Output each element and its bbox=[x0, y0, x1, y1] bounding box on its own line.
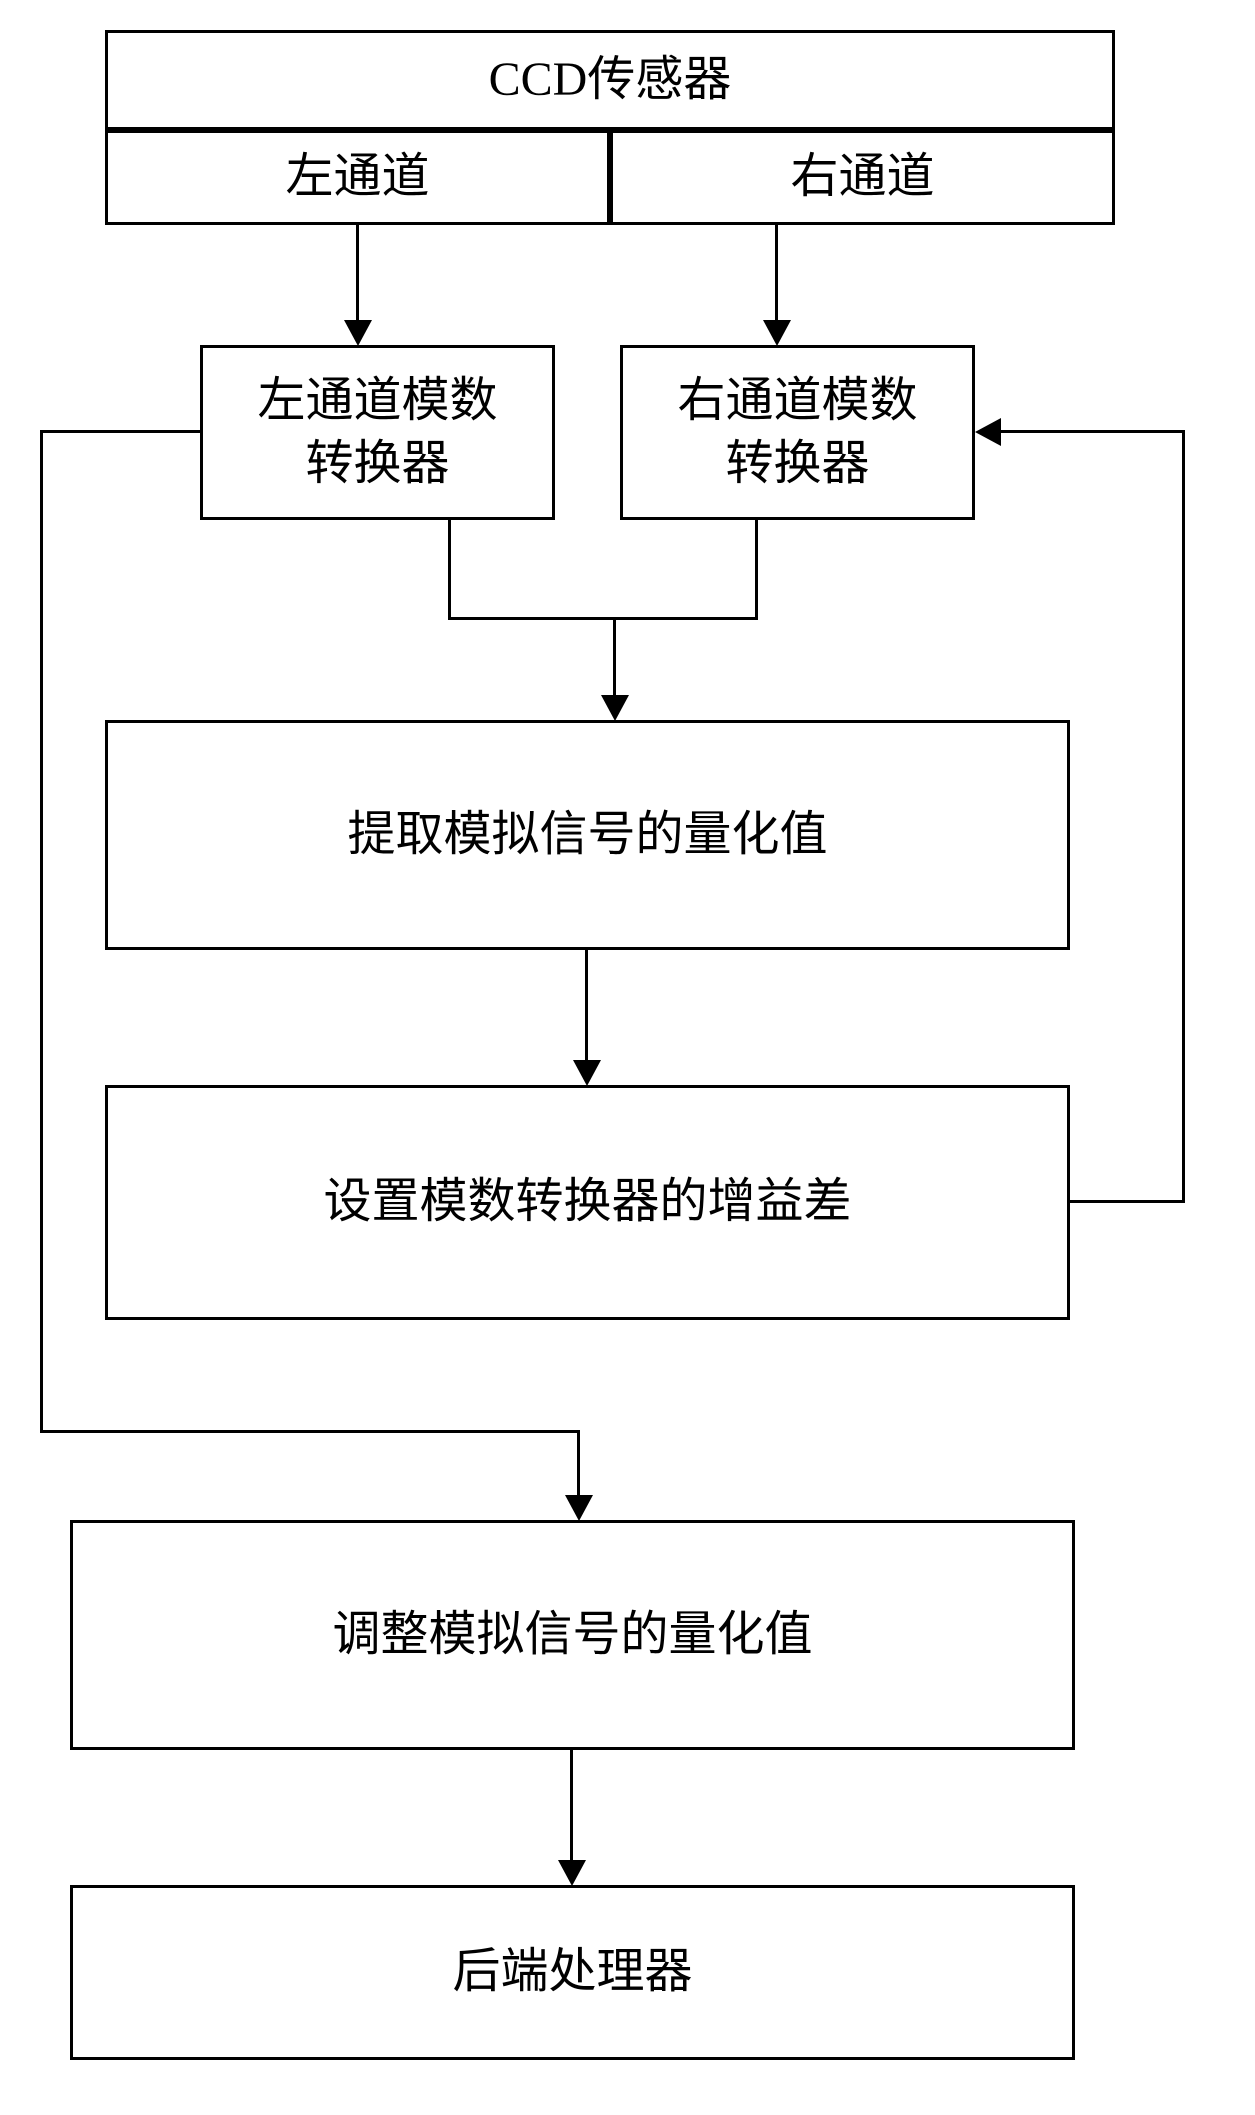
edge-merge-extract-v bbox=[613, 617, 616, 697]
node-left-adc-label: 左通道模数 转换器 bbox=[257, 370, 497, 495]
node-extract-label: 提取模拟信号的量化值 bbox=[347, 804, 827, 866]
edge-leftadc-adjust-head bbox=[565, 1495, 593, 1521]
node-right-adc-label: 右通道模数 转换器 bbox=[677, 370, 917, 495]
edge-merge-extract-head bbox=[601, 695, 629, 721]
edge-adjust-backend-head bbox=[558, 1860, 586, 1886]
edge-feedback-v bbox=[1182, 430, 1185, 1203]
edge-leftadc-adjust-v2 bbox=[577, 1430, 580, 1495]
node-right-channel-label: 右通道 bbox=[790, 146, 934, 208]
edge-leftch-leftadc bbox=[356, 225, 359, 320]
edge-feedback-h1 bbox=[1070, 1200, 1185, 1203]
edge-extract-setgain-head bbox=[573, 1060, 601, 1086]
node-set-gain-label: 设置模数转换器的增益差 bbox=[323, 1171, 851, 1233]
flowchart-canvas: CCD传感器 左通道 右通道 左通道模数 转换器 右通道模数 转换器 提取模拟信… bbox=[0, 0, 1255, 2115]
edge-rightadc-extract-h bbox=[615, 617, 758, 620]
edge-leftadc-extract-v bbox=[448, 520, 451, 620]
node-extract: 提取模拟信号的量化值 bbox=[105, 720, 1070, 950]
edge-rightch-rightadc-head bbox=[763, 320, 791, 346]
node-right-channel: 右通道 bbox=[610, 130, 1115, 225]
edge-leftadc-adjust-h1 bbox=[40, 430, 200, 433]
edge-leftadc-adjust-h2 bbox=[40, 1430, 580, 1433]
edge-leftch-leftadc-head bbox=[344, 320, 372, 346]
node-adjust: 调整模拟信号的量化值 bbox=[70, 1520, 1075, 1750]
edge-leftadc-extract-h bbox=[448, 617, 615, 620]
node-adjust-label: 调整模拟信号的量化值 bbox=[332, 1604, 812, 1666]
edge-extract-setgain bbox=[585, 950, 588, 1060]
node-right-adc: 右通道模数 转换器 bbox=[620, 345, 975, 520]
node-set-gain: 设置模数转换器的增益差 bbox=[105, 1085, 1070, 1320]
node-ccd-sensor-label: CCD传感器 bbox=[489, 49, 732, 111]
edge-feedback-h2 bbox=[1000, 430, 1185, 433]
node-left-channel: 左通道 bbox=[105, 130, 610, 225]
node-backend: 后端处理器 bbox=[70, 1885, 1075, 2060]
edge-rightch-rightadc bbox=[775, 225, 778, 320]
node-left-channel-label: 左通道 bbox=[285, 146, 429, 208]
edge-adjust-backend bbox=[570, 1750, 573, 1860]
node-left-adc: 左通道模数 转换器 bbox=[200, 345, 555, 520]
node-backend-label: 后端处理器 bbox=[452, 1941, 692, 2003]
edge-leftadc-adjust-v bbox=[40, 430, 43, 1430]
node-ccd-sensor: CCD传感器 bbox=[105, 30, 1115, 130]
edge-feedback-head bbox=[975, 418, 1001, 446]
edge-rightadc-extract-v bbox=[755, 520, 758, 620]
